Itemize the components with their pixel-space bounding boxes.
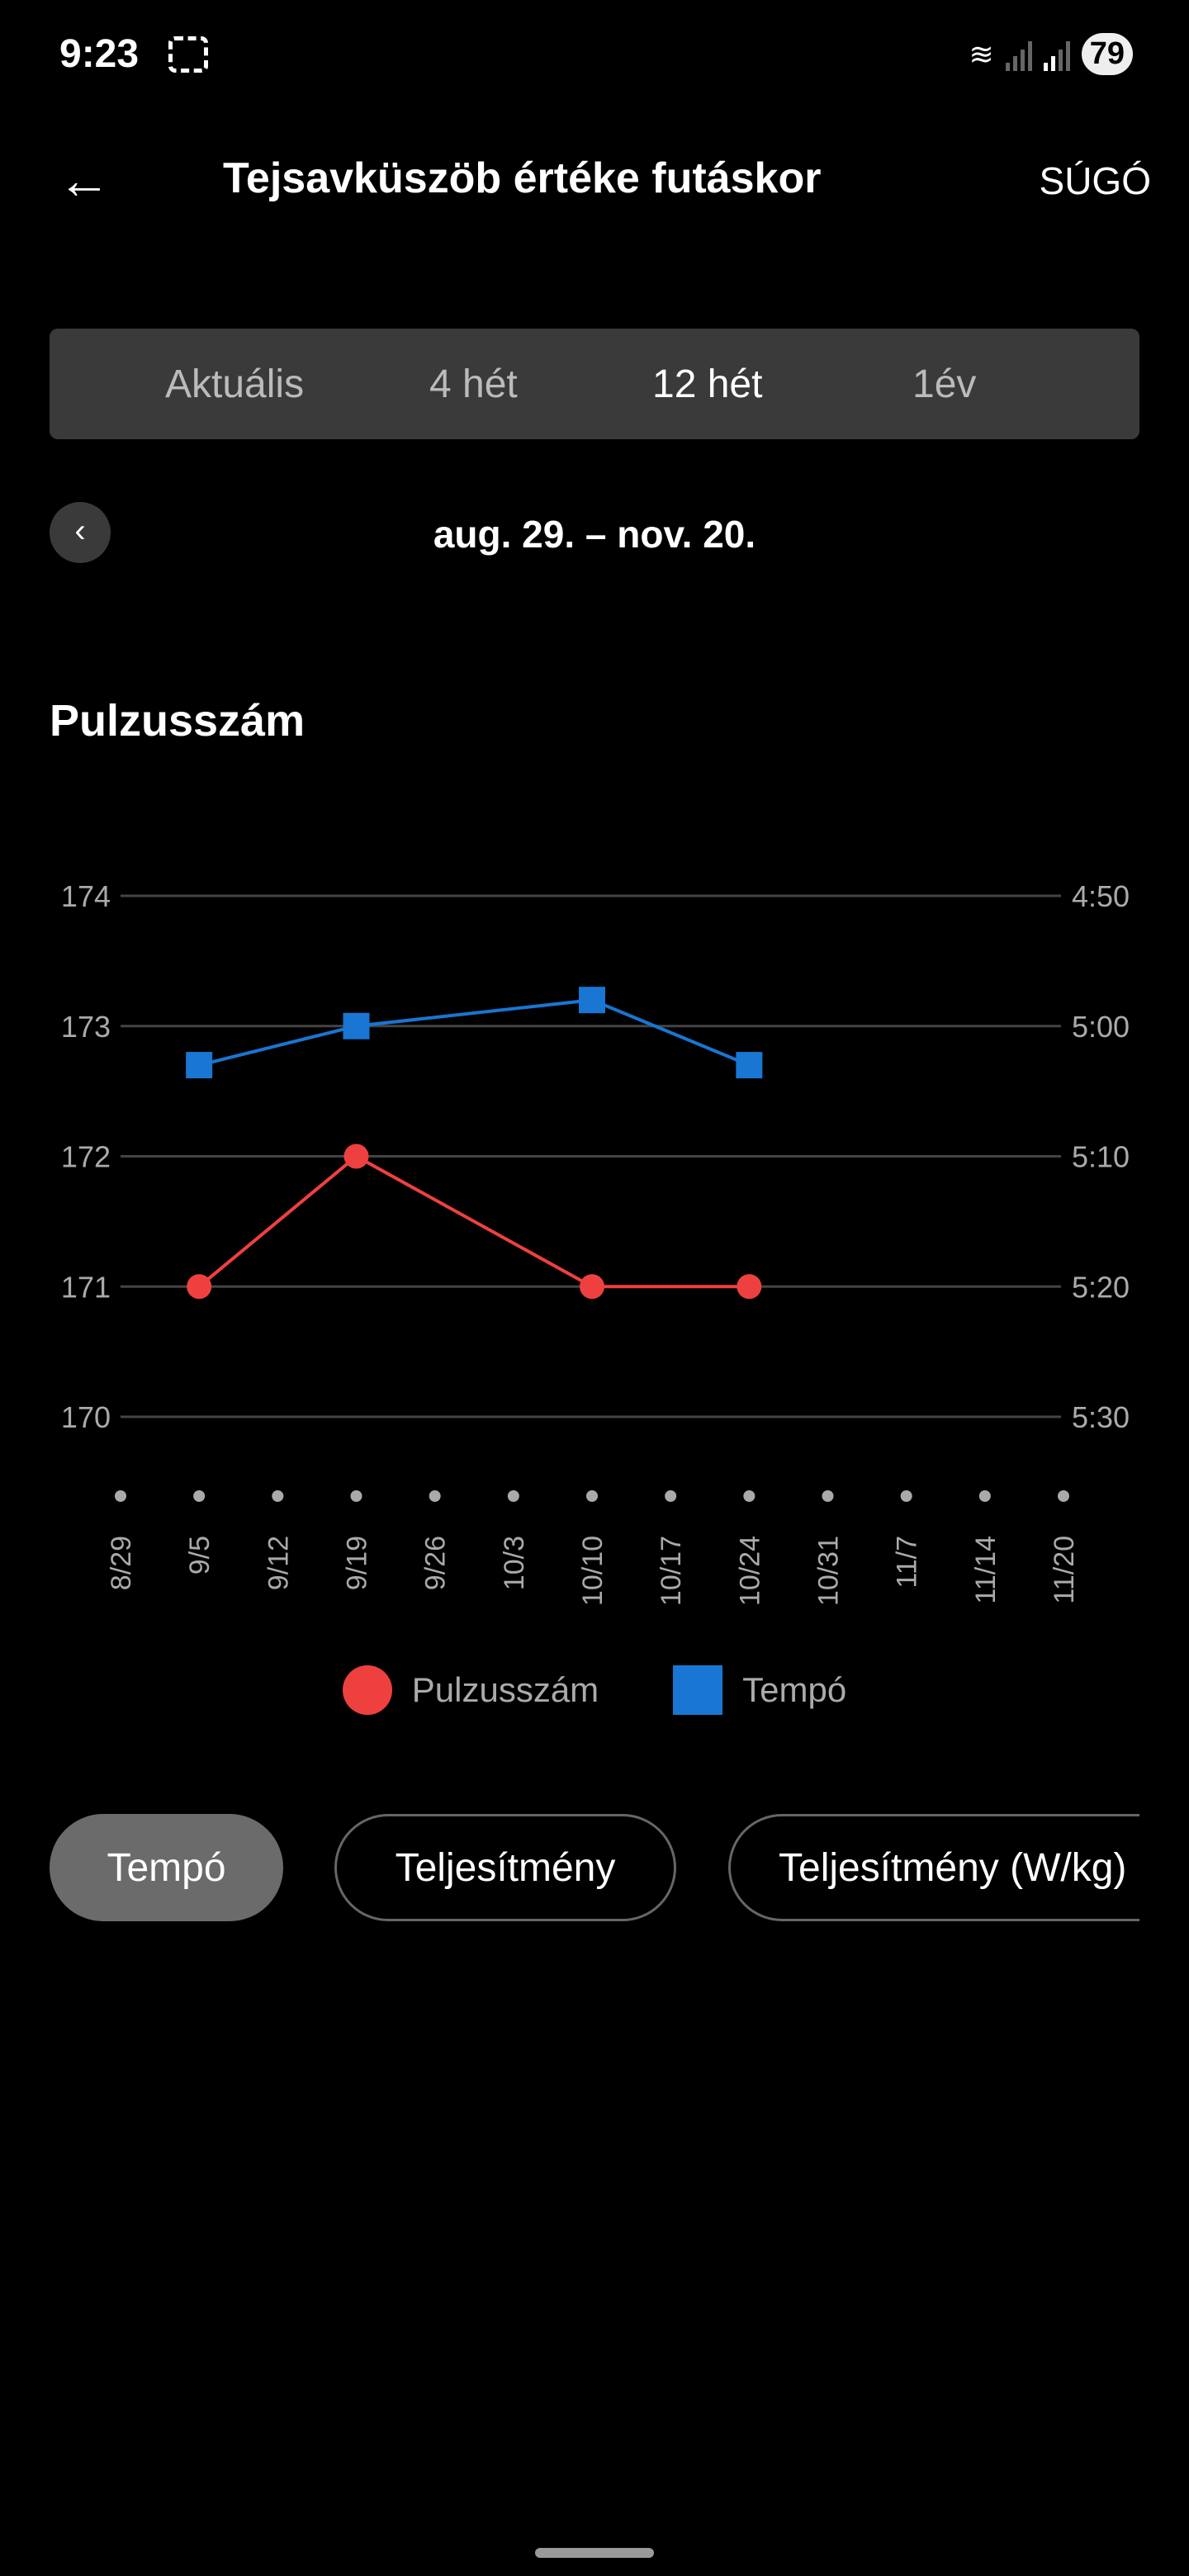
legend-label: Tempó <box>742 1670 847 1709</box>
x-tick-label: 10/31 <box>813 1536 845 1606</box>
legend-square-marker <box>673 1665 723 1715</box>
y-tick-right: 5:10 <box>1072 1140 1130 1174</box>
chip-pace[interactable]: Tempó <box>50 1814 283 1921</box>
tab-current[interactable]: Aktuális <box>165 362 305 406</box>
page-title: Tejsavküszöb értéke futáskor <box>223 154 822 202</box>
pace-point <box>343 1012 370 1039</box>
legend-circle-marker <box>342 1665 392 1715</box>
y-tick-left: 171 <box>61 1270 111 1304</box>
pace-point <box>736 1052 763 1079</box>
y-tick-right: 4:50 <box>1072 879 1130 913</box>
legend-pace: Tempó <box>673 1665 846 1715</box>
pace-point <box>579 987 605 1014</box>
status-time: 9:23 <box>59 32 140 76</box>
period-selector: Aktuális 4 hét 12 hét 1év <box>50 329 1139 439</box>
x-tick-dot <box>115 1490 126 1502</box>
y-tick-right: 5:30 <box>1072 1400 1130 1434</box>
back-arrow-icon[interactable]: ← <box>58 150 111 210</box>
x-tick-dot <box>978 1490 991 1502</box>
x-tick-label: 8/29 <box>106 1536 137 1590</box>
x-tick-dot <box>429 1490 441 1502</box>
x-tick-label: 10/24 <box>734 1536 765 1606</box>
chart-legend: Pulzusszám Tempó <box>0 1665 1189 1715</box>
x-tick-label: 10/17 <box>656 1536 687 1606</box>
help-button[interactable]: SÚGÓ <box>1039 159 1151 202</box>
y-tick-left: 174 <box>61 879 111 913</box>
x-tick-label: 11/20 <box>1049 1536 1080 1604</box>
x-tick-label: 9/26 <box>420 1536 452 1590</box>
tab-12-weeks[interactable]: 12 hét <box>652 362 763 406</box>
series-line-pace <box>198 998 751 1068</box>
tab-1-year[interactable]: 1év <box>912 362 977 406</box>
x-tick-dot <box>272 1490 284 1502</box>
wifi-icon: ≋ <box>969 36 994 71</box>
x-tick-label: 11/7 <box>892 1536 923 1589</box>
x-tick-dot <box>586 1490 598 1502</box>
status-icons: ≋ 79 <box>969 33 1133 75</box>
x-tick-dot <box>193 1490 206 1502</box>
pace-point <box>186 1052 213 1079</box>
x-tick-label: 9/5 <box>184 1536 216 1574</box>
lactate-threshold-chart: 174 4:50 173 5:00 172 5:10 171 5:20 170 5:30 8/29 9… <box>61 879 1130 1606</box>
heart-rate-point <box>343 1144 369 1169</box>
chevron-left-icon: ‹ <box>74 513 86 549</box>
x-tick-dot <box>900 1490 912 1502</box>
x-tick-label: 10/3 <box>499 1536 530 1590</box>
x-tick-dot <box>665 1490 677 1502</box>
y-tick-left: 172 <box>61 1140 111 1174</box>
series-line-heart-rate <box>197 1154 750 1289</box>
chip-power[interactable]: Teljesítmény <box>334 1814 676 1921</box>
heart-rate-point <box>187 1274 212 1300</box>
scroll-clip <box>1139 1808 1189 1924</box>
previous-period-button[interactable]: ‹ <box>50 502 111 563</box>
home-indicator[interactable] <box>535 2548 654 2558</box>
section-title: Pulzusszám <box>50 696 306 746</box>
tab-4-weeks[interactable]: 4 hét <box>429 362 518 406</box>
signal-icon-2 <box>1043 38 1070 71</box>
signal-icon <box>1005 38 1032 71</box>
y-tick-right: 5:20 <box>1072 1270 1130 1304</box>
date-range: aug. 29. – nov. 20. <box>433 513 756 556</box>
chip-power-per-kg[interactable]: Teljesítmény (W/kg) <box>728 1814 1189 1921</box>
x-tick-label: 9/19 <box>342 1536 373 1590</box>
y-tick-left: 173 <box>61 1010 111 1044</box>
x-tick-dot <box>350 1490 362 1502</box>
x-tick-dot <box>822 1490 834 1502</box>
y-tick-left: 170 <box>61 1400 111 1434</box>
battery-badge: 79 <box>1081 33 1133 75</box>
x-tick-dot <box>1058 1490 1069 1502</box>
x-tick-label: 11/14 <box>970 1536 1002 1604</box>
heart-rate-point <box>580 1274 604 1300</box>
heart-rate-point <box>737 1274 762 1300</box>
screenshot-icon <box>168 36 208 73</box>
x-tick-label: 9/12 <box>263 1536 294 1590</box>
legend-label: Pulzusszám <box>411 1670 599 1709</box>
y-tick-right: 5:00 <box>1072 1010 1130 1044</box>
x-tick-dot <box>743 1490 756 1502</box>
x-tick-dot <box>507 1490 519 1502</box>
legend-heart-rate: Pulzusszám <box>342 1665 599 1715</box>
x-tick-label: 10/10 <box>577 1536 609 1606</box>
